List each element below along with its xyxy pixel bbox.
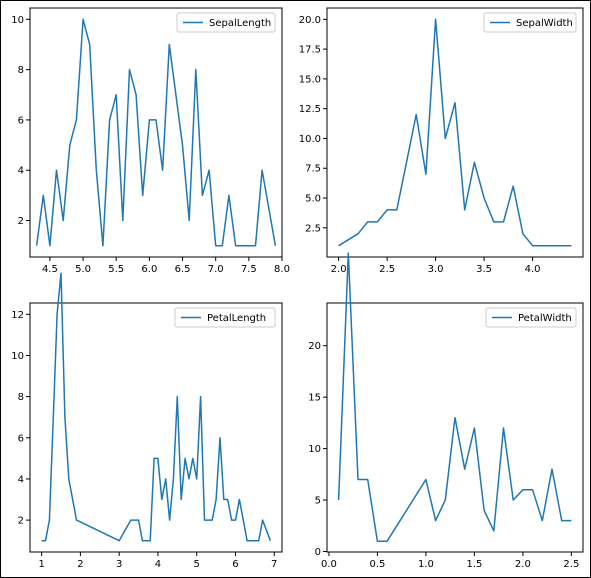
chart-3-x-tick-label: 1 <box>38 559 44 570</box>
chart-2-legend-box <box>483 12 577 33</box>
chart-3-x-tick-label: 5 <box>194 559 200 570</box>
chart-4-legend: PetalWidth <box>485 307 577 328</box>
chart-3-legend: PetalLength <box>174 307 276 328</box>
chart-3-legend-label: PetalLength <box>207 313 266 324</box>
chart-3-y-tick-label: 6 <box>18 433 24 444</box>
chart-1-x-tick-label: 5.0 <box>75 264 91 275</box>
chart-4: 0.0 0.5 1.0 1.5 2.0 2.5 0 5 10 15 20 PetalWidth <box>308 252 584 570</box>
chart-2-y-tick-label: 12.5 <box>299 104 321 115</box>
chart-2-y-tick-label: 17.5 <box>299 45 321 56</box>
chart-2-x-tick-label: 4.0 <box>525 264 541 275</box>
chart-1-y-tick-label: 2 <box>18 216 24 227</box>
chart-3-x-tick-label: 3 <box>116 559 122 570</box>
chart-4-y-tick-label: 5 <box>315 496 321 507</box>
chart-3-x-tick-label: 4 <box>155 559 161 570</box>
chart-2-legend-label: SepalWidth <box>516 18 573 29</box>
chart-1-x-tick-label: 4.5 <box>42 264 58 275</box>
chart-3-series-petallength <box>41 272 272 542</box>
chart-1-y-tick-label: 8 <box>18 65 24 76</box>
chart-1-series-sepallength <box>35 18 277 247</box>
chart-1-x-tick-label: 7.0 <box>208 264 224 275</box>
chart-4-x-tick-label: 0.5 <box>369 559 385 570</box>
chart-2-y-tick-label: 5.0 <box>305 194 321 205</box>
chart-2-y-tick-label: 7.5 <box>305 164 321 175</box>
chart-3-x-tick-label: 6 <box>232 559 238 570</box>
chart-3-x-tick-label: 7 <box>271 559 277 570</box>
chart-4-x-tick-label: 2.5 <box>563 559 579 570</box>
chart-4-legend-label: PetalWidth <box>518 313 572 324</box>
chart-1: 4.5 5.0 5.5 6.0 6.5 7.0 7.5 8.0 2 4 6 8 10 SepalLengt… <box>11 7 290 275</box>
chart-4-y-tick-label: 0 <box>315 547 321 558</box>
chart-4-axes-frame <box>326 302 584 553</box>
chart-4-x-tick-label: 0.0 <box>321 559 337 570</box>
chart-1-x-tick-label: 6.0 <box>141 264 157 275</box>
chart-2-y-tick-label: 20.0 <box>299 15 321 26</box>
chart-4-legend-box <box>485 307 577 328</box>
chart-2: 2.0 2.5 3.0 3.5 4.0 2.5 5.0 7.5 10.0 12.5 15.0 17.5… <box>299 7 584 275</box>
chart-1-y-tick-label: 6 <box>18 115 24 126</box>
chart-2-y-tick-label: 15.0 <box>299 74 321 85</box>
chart-2-axes-frame <box>326 7 584 258</box>
chart-2-legend: SepalWidth <box>483 12 577 33</box>
chart-4-x-tick-label: 1.5 <box>466 559 482 570</box>
chart-2-y-tick-label: 2.5 <box>305 223 321 234</box>
chart-2-x-tick-label: 3.0 <box>428 264 444 275</box>
chart-4-y-tick-label: 10 <box>308 444 321 455</box>
chart-1-x-tick-label: 8.0 <box>274 264 290 275</box>
chart-3-y-tick-label: 10 <box>11 351 24 362</box>
chart-1-legend: SepalLength <box>176 12 276 33</box>
chart-4-y-tick-label: 15 <box>308 393 321 404</box>
chart-4-x-tick-label: 1.0 <box>418 559 434 570</box>
chart-2-series-sepalwidth <box>338 18 572 247</box>
chart-3-y-tick-label: 8 <box>18 392 24 403</box>
chart-4-y-tick-label: 20 <box>308 341 321 352</box>
chart-1-x-tick-label: 6.5 <box>175 264 191 275</box>
chart-4-x-tick-label: 2.0 <box>515 559 531 570</box>
chart-1-y-tick-label: 10 <box>11 15 24 26</box>
chart-3-y-tick-label: 2 <box>18 516 24 527</box>
chart-1-y-tick-label: 4 <box>18 166 24 177</box>
chart-3-x-tick-label: 2 <box>77 559 83 570</box>
chart-2-y-tick-label: 10.0 <box>299 134 321 145</box>
chart-3-axes-frame <box>29 302 283 553</box>
chart-4-series-petalwidth <box>337 252 572 542</box>
chart-2-x-tick-label: 2.5 <box>379 264 395 275</box>
chart-3-legend-box <box>174 307 276 328</box>
chart-1-x-tick-label: 5.5 <box>108 264 124 275</box>
chart-1-legend-label: SepalLength <box>209 18 271 29</box>
chart-2-x-tick-label: 3.5 <box>476 264 492 275</box>
chart-3-y-tick-label: 12 <box>11 310 24 321</box>
chart-2-x-tick-label: 2.0 <box>331 264 347 275</box>
chart-1-axes-frame <box>29 7 283 258</box>
chart-1-legend-box <box>176 12 276 33</box>
chart-3-y-tick-label: 4 <box>18 474 24 485</box>
chart-1-x-tick-label: 7.5 <box>241 264 257 275</box>
